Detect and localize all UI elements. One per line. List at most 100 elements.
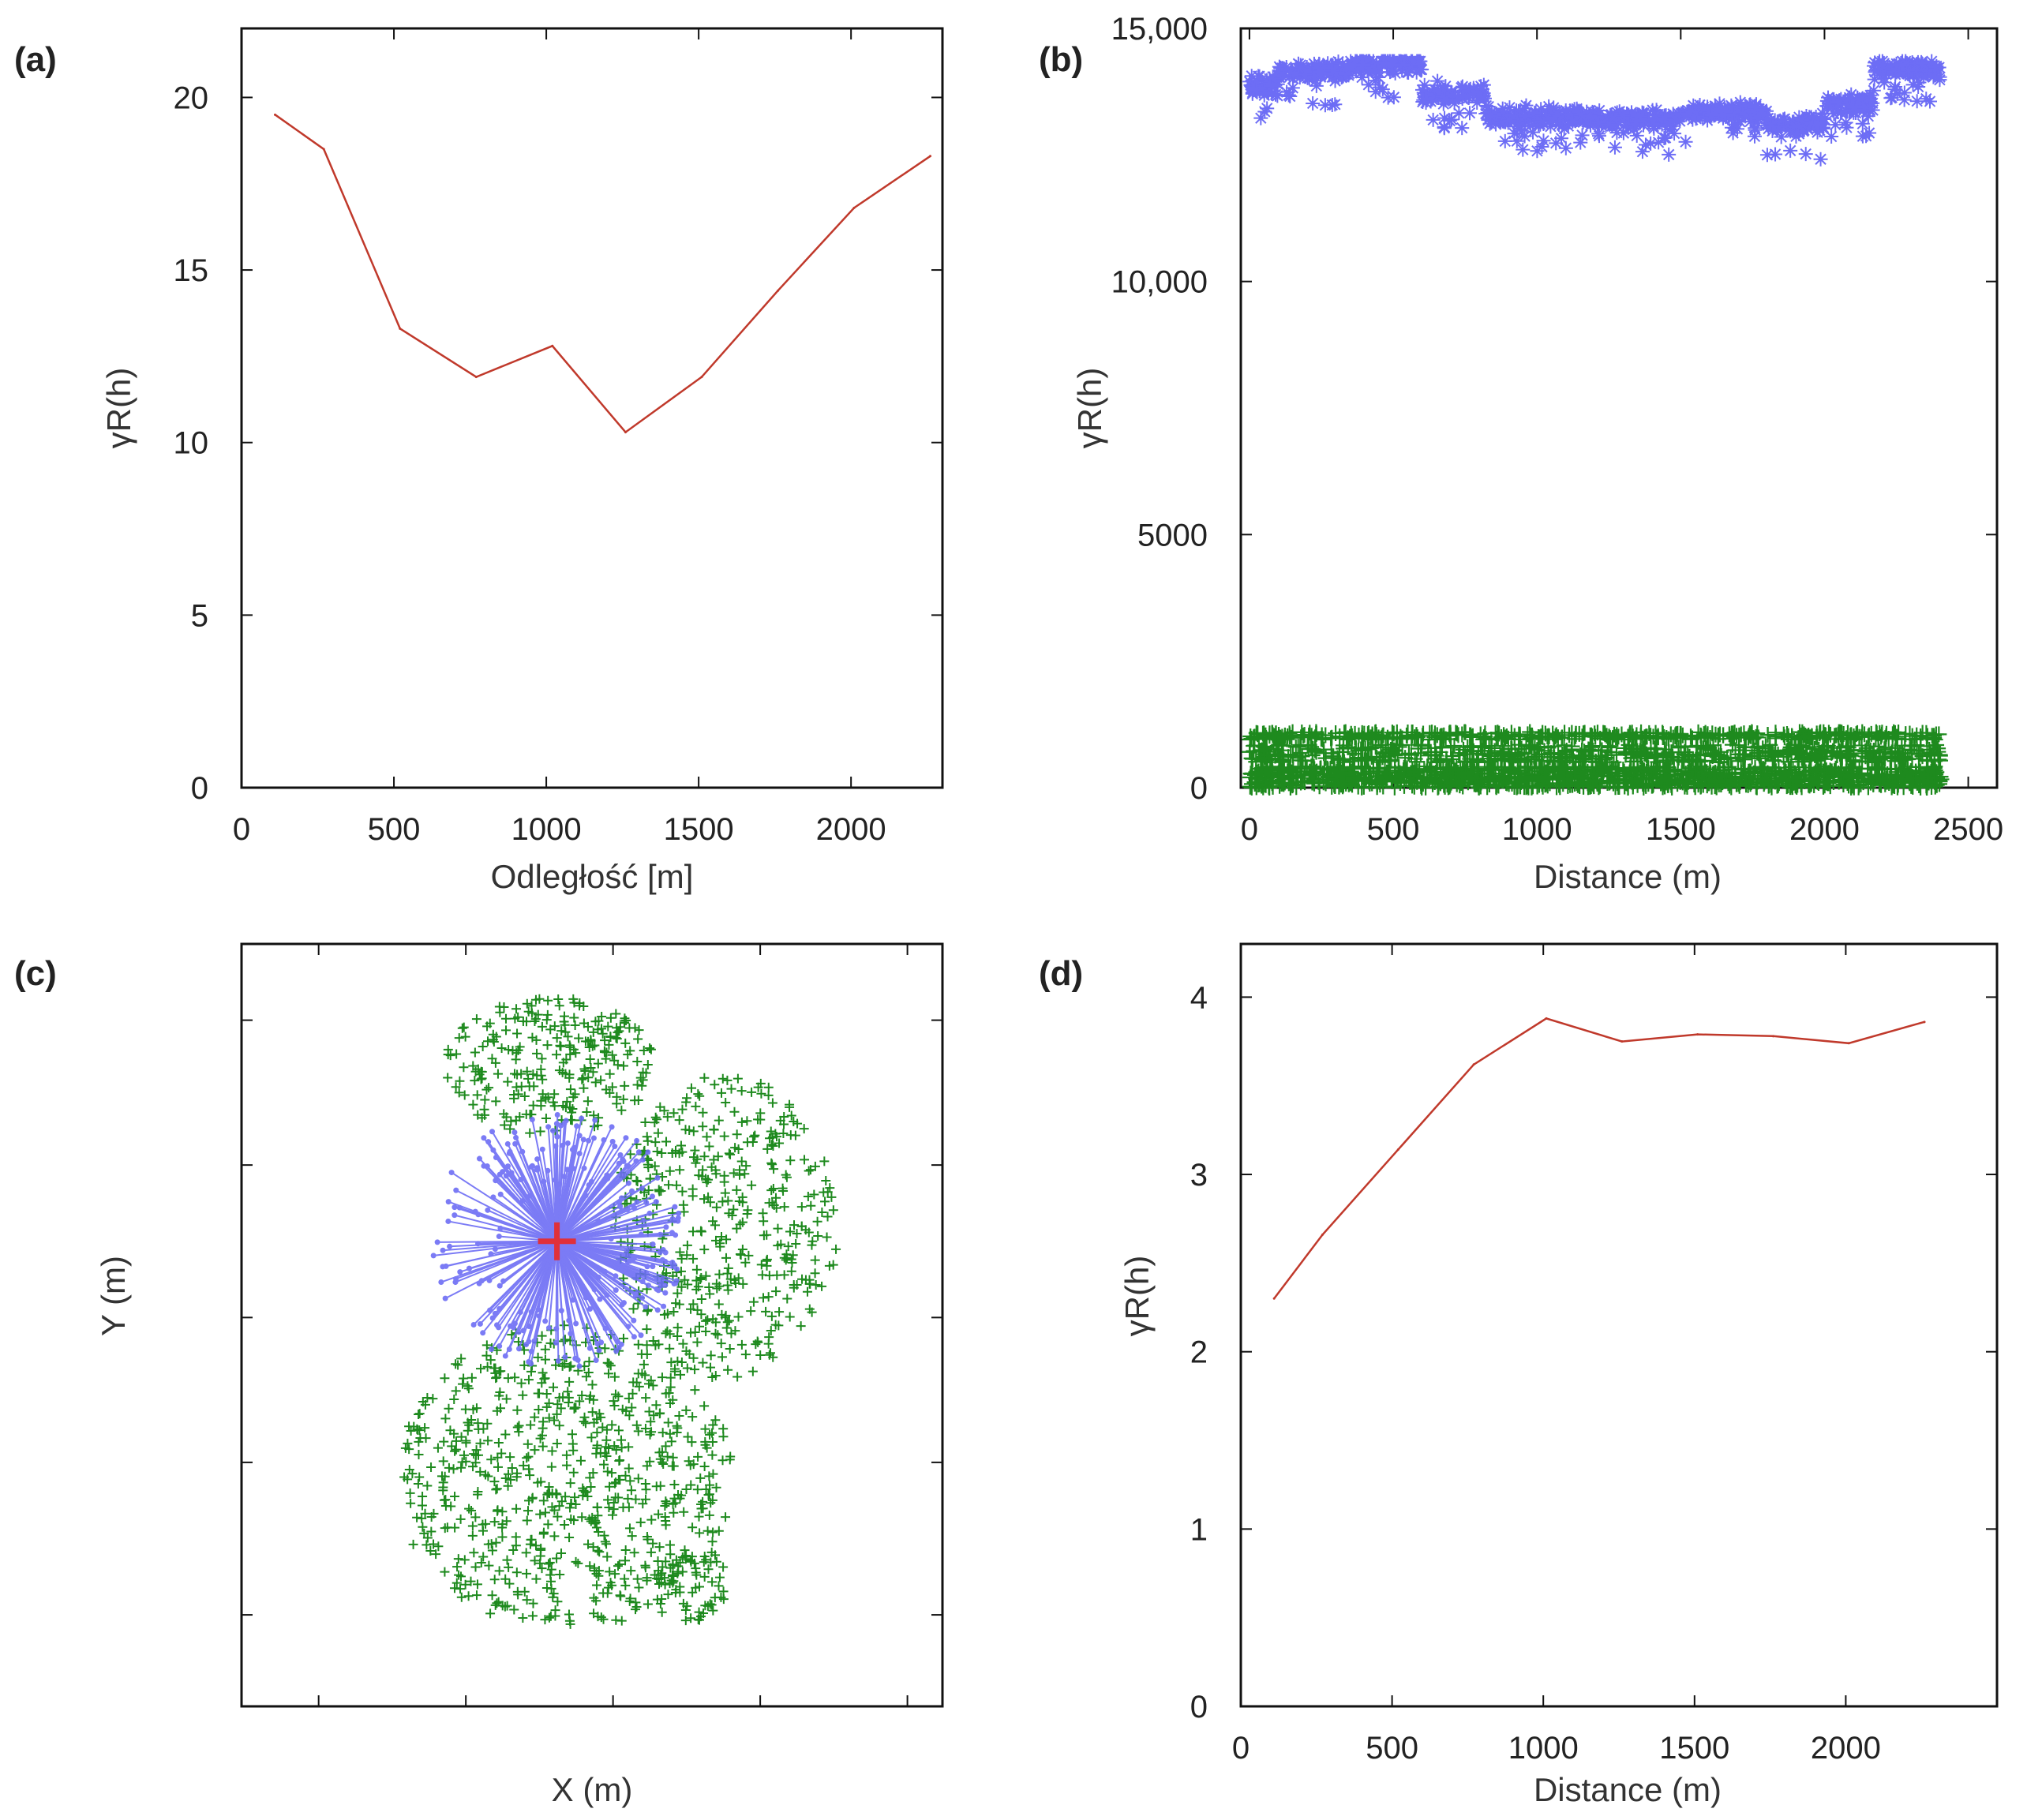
- sample-point: [747, 1087, 757, 1097]
- upper-point: [1875, 58, 1890, 73]
- sample-point: [459, 1373, 469, 1384]
- upper-point: [1750, 115, 1765, 130]
- upper-point: [1628, 114, 1643, 129]
- link-endpoint: [477, 1320, 483, 1327]
- sample-point: [426, 1526, 436, 1537]
- sample-point: [448, 1464, 459, 1474]
- lower-point: [1857, 726, 1872, 743]
- sample-point: [756, 1088, 766, 1099]
- upper-point: [1804, 116, 1819, 131]
- upper-point: [1346, 58, 1361, 73]
- sample-point: [621, 1016, 631, 1026]
- sample-point: [758, 1293, 768, 1303]
- sample-point: [542, 1009, 553, 1020]
- sample-point: [566, 1361, 576, 1371]
- sample-point: [714, 1269, 725, 1279]
- lower-point: [1712, 743, 1729, 760]
- upper-point: [1328, 69, 1343, 84]
- sample-point: [456, 1354, 466, 1364]
- upper-point: [1922, 94, 1937, 109]
- lower-point: [1692, 753, 1709, 770]
- sample-point: [782, 1253, 792, 1264]
- sample-point: [661, 1496, 671, 1507]
- lower-point: [1790, 736, 1807, 753]
- link-endpoint: [579, 1115, 585, 1122]
- sample-point: [673, 1288, 683, 1298]
- upper-point: [1356, 57, 1371, 72]
- sample-point: [661, 1388, 671, 1399]
- sample-point: [756, 1260, 766, 1270]
- lower-point: [1711, 754, 1728, 770]
- sample-point: [669, 1108, 679, 1118]
- sample-point: [617, 1404, 628, 1414]
- sample-point: [705, 1480, 715, 1490]
- upper-point: [1519, 98, 1534, 113]
- lower-point: [1674, 727, 1691, 743]
- sample-point: [653, 1128, 663, 1138]
- sample-point: [614, 1560, 624, 1570]
- sample-point: [783, 1241, 793, 1252]
- sample-point: [652, 1146, 662, 1156]
- upper-point: [1292, 70, 1307, 85]
- lower-point: [1714, 727, 1731, 743]
- sample-point: [704, 1141, 714, 1152]
- lower-point: [1883, 779, 1900, 796]
- sample-point: [455, 1076, 465, 1086]
- lower-point: [1381, 751, 1398, 768]
- sample-point: [682, 1240, 692, 1250]
- sample-point: [549, 1089, 560, 1099]
- sample-point: [603, 1582, 613, 1593]
- sample-point: [705, 1429, 715, 1440]
- upper-point: [1678, 134, 1693, 149]
- sample-point: [707, 1372, 718, 1382]
- sample-point: [491, 1032, 501, 1042]
- sample-point: [611, 1615, 621, 1625]
- sample-point: [522, 1453, 532, 1463]
- lower-point: [1903, 777, 1920, 794]
- upper-point: [1842, 90, 1857, 105]
- sample-point: [506, 1116, 516, 1126]
- upper-point: [1646, 114, 1661, 129]
- sample-point: [537, 1054, 547, 1064]
- lower-point: [1354, 779, 1370, 796]
- sample-point: [470, 1076, 480, 1086]
- y-tick-label: 0: [1190, 771, 1208, 806]
- sample-point: [611, 1477, 621, 1488]
- sample-point: [706, 1362, 716, 1372]
- sample-point: [542, 1040, 553, 1050]
- sample-point: [568, 994, 579, 1004]
- sample-point: [513, 1012, 523, 1022]
- panel-c-label: (c): [14, 954, 57, 993]
- sample-point: [714, 1299, 724, 1309]
- lower-point: [1288, 779, 1305, 796]
- lower-point: [1294, 748, 1310, 765]
- lower-point: [1497, 762, 1513, 779]
- sample-point: [601, 1539, 612, 1549]
- lower-point: [1414, 728, 1431, 744]
- lower-point: [1656, 729, 1673, 746]
- sample-point: [527, 1493, 538, 1504]
- sample-point: [534, 1388, 545, 1399]
- lower-point: [1361, 772, 1377, 788]
- lower-point: [1448, 776, 1465, 792]
- upper-point: [1573, 135, 1588, 150]
- sample-point: [598, 1422, 608, 1432]
- sample-point: [579, 1485, 589, 1496]
- sample-point: [538, 1441, 548, 1451]
- lower-point: [1622, 726, 1639, 743]
- sample-point: [478, 1526, 488, 1536]
- lower-point: [1724, 761, 1740, 777]
- upper-point: [1727, 107, 1742, 122]
- sample-point: [612, 1099, 622, 1109]
- lower-point: [1556, 737, 1572, 754]
- sample-point: [694, 1511, 704, 1522]
- sample-point: [691, 1158, 701, 1168]
- sample-point: [590, 1040, 600, 1050]
- link-endpoint: [554, 1111, 560, 1118]
- upper-point: [1867, 72, 1882, 87]
- sample-point: [732, 1372, 743, 1382]
- lower-point: [1849, 770, 1865, 786]
- sample-point: [544, 1413, 554, 1423]
- sample-point: [661, 1268, 672, 1279]
- sample-point: [599, 1459, 609, 1470]
